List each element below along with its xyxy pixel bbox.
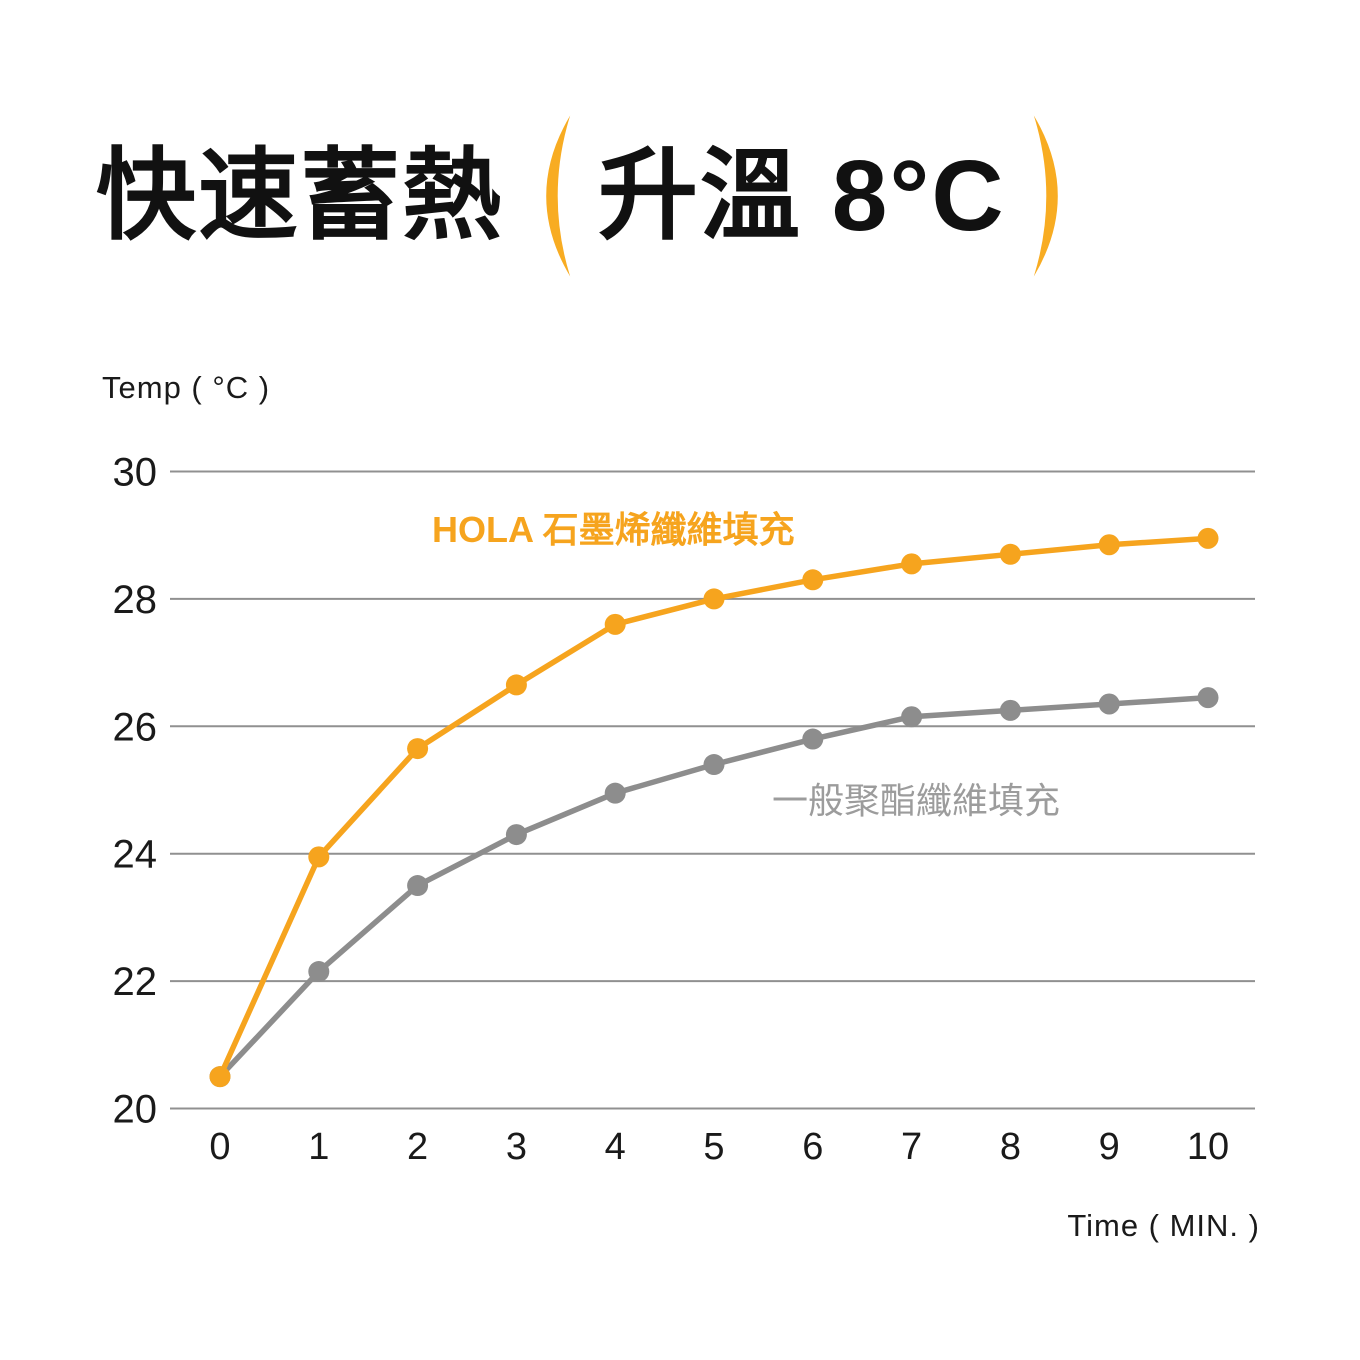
data-point [802, 728, 824, 750]
data-point [703, 754, 725, 776]
data-point [407, 738, 429, 760]
data-point [999, 699, 1021, 721]
series-label-polyester: 一般聚酯纖維填充 [772, 780, 1061, 821]
y-tick-label: 20 [113, 1088, 158, 1132]
y-tick-label: 28 [113, 578, 158, 622]
data-point [209, 1066, 231, 1088]
x-tick-label: 1 [308, 1126, 329, 1168]
x-tick-label: 9 [1099, 1126, 1120, 1168]
data-point [505, 824, 527, 846]
series-label-hola-graphene: HOLA 石墨烯纖維填充 [432, 509, 795, 550]
y-axis-title: Temp ( °C ) [102, 370, 271, 405]
y-tick-label: 30 [113, 451, 158, 495]
data-point [901, 553, 923, 575]
x-axis-title: Time ( MIN. ) [1067, 1208, 1260, 1243]
chart-title: 快速蓄熱 升溫 8°C [96, 110, 1076, 282]
x-tick-label: 5 [703, 1126, 724, 1168]
x-tick-label: 3 [506, 1126, 527, 1168]
x-tick-label: 0 [209, 1126, 230, 1168]
data-point [505, 674, 527, 696]
x-tick-label: 10 [1187, 1126, 1229, 1168]
data-point [1197, 687, 1219, 709]
x-tick-label: 7 [901, 1126, 922, 1168]
x-tick-label: 6 [802, 1126, 823, 1168]
title-paren-close-icon [1033, 115, 1058, 277]
title-paren-open-icon [546, 115, 571, 277]
data-point [604, 613, 626, 635]
x-tick-label: 8 [1000, 1126, 1021, 1168]
y-tick-label: 24 [113, 833, 158, 877]
title-subtext: 升溫 8°C [598, 139, 1006, 252]
x-tick-label: 4 [605, 1126, 626, 1168]
data-point [703, 588, 725, 610]
data-point [802, 569, 824, 591]
data-point [308, 961, 330, 983]
y-tick-label: 22 [113, 960, 158, 1004]
data-point [1098, 693, 1120, 715]
data-point [407, 875, 429, 897]
data-point [308, 846, 330, 868]
data-point [1197, 527, 1219, 549]
data-point [1098, 534, 1120, 556]
y-tick-label: 26 [113, 705, 158, 749]
data-point [999, 543, 1021, 565]
x-tick-label: 2 [407, 1126, 428, 1168]
data-point [901, 706, 923, 728]
data-point [604, 782, 626, 804]
title-text: 快速蓄熱 [96, 139, 504, 252]
